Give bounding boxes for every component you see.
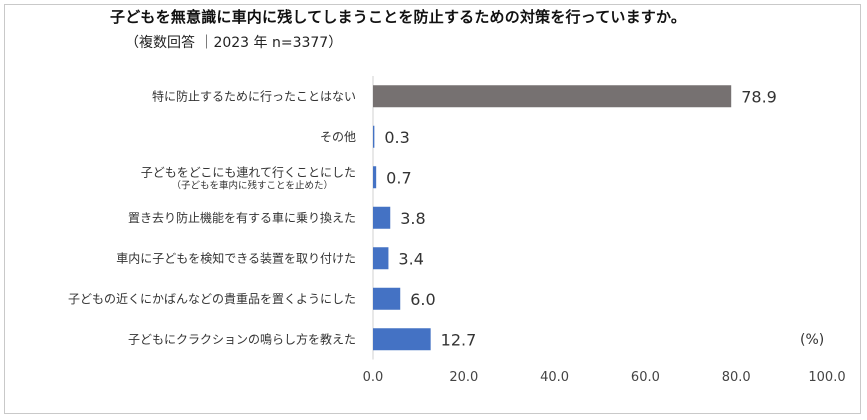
bar (373, 166, 377, 189)
data-label: 0.7 (386, 168, 411, 187)
bar (373, 247, 389, 270)
x-tick-label: 60.0 (631, 370, 660, 385)
category-label: 子どもをどこにも連れて行くことにした (141, 165, 356, 179)
data-label: 12.7 (441, 330, 477, 349)
data-label: 6.0 (410, 290, 435, 309)
bar-layer: 特に防止するために行ったことはない 78.9 その他 0.3 子どもをどこにも連れて行く… (68, 85, 777, 351)
category-label: 車内に子どもを検知できる装置を取り付けた (116, 251, 356, 265)
x-tick-label: 0.0 (363, 370, 384, 385)
bar (373, 125, 375, 148)
category-label: 特に防止するために行ったことはない (152, 88, 356, 103)
data-label: 0.3 (384, 128, 409, 147)
bar (373, 206, 391, 229)
bar (373, 85, 732, 108)
x-tick-label: 100.0 (808, 370, 845, 385)
x-tick-label: 80.0 (722, 370, 751, 385)
chart-frame (4, 4, 861, 414)
x-tick-label: 20.0 (449, 370, 478, 385)
data-label: 3.8 (400, 209, 425, 228)
category-label: 置き去り防止機能を有する車に乗り換えた (128, 210, 356, 225)
axis-layer: 0.0 20.0 40.0 60.0 80.0 100.0 (363, 76, 846, 385)
data-label: 78.9 (741, 87, 777, 106)
category-label: 子どもの近くにかばんなどの貴重品を置くようにした (68, 292, 356, 306)
category-sublabel: （子どもを車内に残すことを止めた） (171, 179, 333, 191)
bar (373, 328, 431, 351)
unit-label: (%) (800, 332, 824, 348)
x-tick-label: 40.0 (540, 370, 569, 385)
chart-title: 子どもを無意識に車内に残してしまうことを防止するための対策を行っていますか。 (110, 8, 687, 26)
category-label: 子どもにクラクションの鳴らし方を教えた (128, 331, 356, 346)
bar (373, 287, 401, 310)
chart-subtitle: （複数回答 ｜2023 年 n=3377） (125, 35, 343, 51)
data-label: 3.4 (398, 249, 423, 268)
category-label: その他 (320, 130, 356, 144)
